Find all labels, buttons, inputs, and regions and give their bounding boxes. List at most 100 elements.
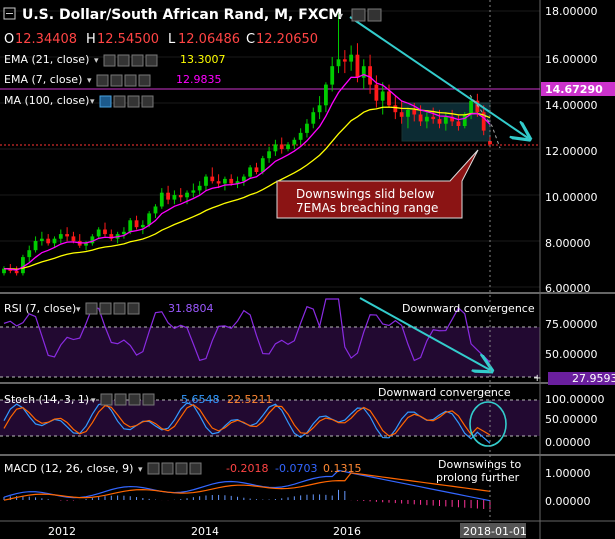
time-label-2014: 2014 <box>191 525 219 538</box>
candle-body <box>84 243 88 246</box>
close-value: 12.20650 <box>256 32 318 47</box>
downtrend-line[interactable] <box>349 16 528 138</box>
ema21-eye-icon[interactable] <box>103 54 116 67</box>
macd-gear-icon[interactable] <box>161 462 174 475</box>
candle-body <box>361 66 366 78</box>
ema7-dropdown-icon[interactable]: ▾ <box>87 76 92 86</box>
ma100-gear-icon[interactable] <box>113 95 126 108</box>
macd-close-icon[interactable] <box>189 462 202 475</box>
candle-body <box>153 206 158 214</box>
candle-body <box>305 123 309 133</box>
candle-body <box>204 176 208 186</box>
ma100-close-icon[interactable] <box>141 95 154 108</box>
candle-body <box>52 238 57 244</box>
rsi-trend-line[interactable] <box>359 297 490 370</box>
ema7-gear-icon[interactable] <box>110 74 123 87</box>
candle-body <box>241 176 246 182</box>
candle-body <box>65 234 70 237</box>
candle-body <box>273 144 278 152</box>
price-axis-panel[interactable] <box>540 0 615 539</box>
macd-value: -0.0703 <box>275 462 317 475</box>
stoch-plus-icon[interactable] <box>128 393 141 406</box>
rsi-gear-icon[interactable] <box>99 302 112 315</box>
candle-body <box>210 176 215 182</box>
candle-body <box>128 220 133 232</box>
rsi-close-icon[interactable] <box>127 302 140 315</box>
candle-body <box>134 220 139 228</box>
candle-body <box>412 109 417 115</box>
eye-icon[interactable] <box>351 8 366 22</box>
candle-body <box>418 114 423 122</box>
candle-body <box>380 91 385 101</box>
rsi-dropdown-icon[interactable]: ▾ <box>76 305 81 315</box>
ma100-dropdown-icon[interactable]: ▾ <box>90 97 95 107</box>
candle-body <box>260 158 265 172</box>
collapse-icon[interactable] <box>3 7 16 20</box>
annotation-line-2: 7EMAs breaching range <box>296 201 438 215</box>
rsi-value: 31.8804 <box>168 302 214 315</box>
rsi-plus-icon[interactable] <box>113 302 126 315</box>
ema21-close-icon[interactable] <box>145 54 158 67</box>
rsi-current-badge <box>548 372 615 385</box>
main-pane[interactable] <box>0 0 540 292</box>
current-time-label: 2018-01-01 <box>463 525 527 538</box>
rsi-line <box>3 298 491 363</box>
candle-body <box>317 105 322 113</box>
symbol-title[interactable]: U.S. Dollar/South African Rand, M, FXCM <box>22 7 342 23</box>
rsi-eye-icon[interactable] <box>85 302 98 315</box>
ma100-plus-icon[interactable] <box>127 95 140 108</box>
candle-body <box>229 178 234 184</box>
macd-eye-icon[interactable] <box>147 462 160 475</box>
candle-body <box>58 234 63 239</box>
macd-plus-icon[interactable] <box>175 462 188 475</box>
stoch-dropdown-icon[interactable]: ▾ <box>91 396 96 406</box>
ema7-plus-icon[interactable] <box>124 74 137 87</box>
stoch-gear-icon[interactable] <box>114 393 127 406</box>
rsi-label[interactable]: RSI (7, close) <box>4 302 76 315</box>
stoch-label[interactable]: Stoch (14, 3, 1) <box>4 393 89 406</box>
rsi-tick: 75.00000 <box>545 318 598 331</box>
high-key: H <box>86 32 96 47</box>
stoch-annotation: Downward convergence <box>378 386 511 399</box>
macd-signal-line <box>3 472 491 501</box>
candle-body <box>178 195 183 198</box>
rsi-plus-icon-axis[interactable]: + <box>533 373 541 384</box>
stoch-close-icon[interactable] <box>142 393 155 406</box>
candle-body <box>298 132 303 140</box>
candle-body <box>374 84 379 101</box>
candle-body <box>166 192 170 200</box>
candle-body <box>355 54 360 78</box>
rsi-current-value: 27.9593 <box>572 372 615 385</box>
ema7-eye-icon[interactable] <box>96 74 109 87</box>
ema21-plus-icon[interactable] <box>131 54 144 67</box>
ma100-label[interactable]: MA (100, close) <box>4 94 89 107</box>
rsi-annotation: Downward convergence <box>402 302 535 315</box>
annotation-callout[interactable] <box>276 149 479 219</box>
candle-body <box>481 112 486 131</box>
macd-label[interactable]: MACD (12, 26, close, 9) <box>4 462 133 475</box>
ema7-close-icon[interactable] <box>138 74 151 87</box>
ema7-label[interactable]: EMA (7, close) <box>4 73 82 86</box>
stoch-d-value: 22.5211 <box>227 393 273 406</box>
title-dropdown-icon[interactable]: ▾ <box>338 11 343 22</box>
candle-body <box>159 192 164 207</box>
stoch-highlight-circle[interactable] <box>469 401 507 447</box>
price-tick: 10.00000 <box>545 191 598 204</box>
stoch-eye-icon[interactable] <box>100 393 113 406</box>
candle-body <box>185 192 189 198</box>
candle-body <box>140 224 145 228</box>
macd-histogram <box>3 489 491 510</box>
ema21-label[interactable]: EMA (21, close) <box>4 53 89 66</box>
projection-path <box>469 94 501 149</box>
macd-dropdown-icon[interactable]: ▾ <box>138 465 143 475</box>
ema21-gear-icon[interactable] <box>117 54 130 67</box>
current-time-badge <box>460 523 526 538</box>
macd-line <box>3 469 491 502</box>
current-price-badge <box>541 82 615 96</box>
ma100-eye-icon[interactable] <box>99 95 112 108</box>
ema21-dropdown-icon[interactable]: ▾ <box>94 56 99 66</box>
gear-icon[interactable] <box>367 8 382 22</box>
candle-body <box>33 241 38 251</box>
candle-body <box>147 213 152 225</box>
